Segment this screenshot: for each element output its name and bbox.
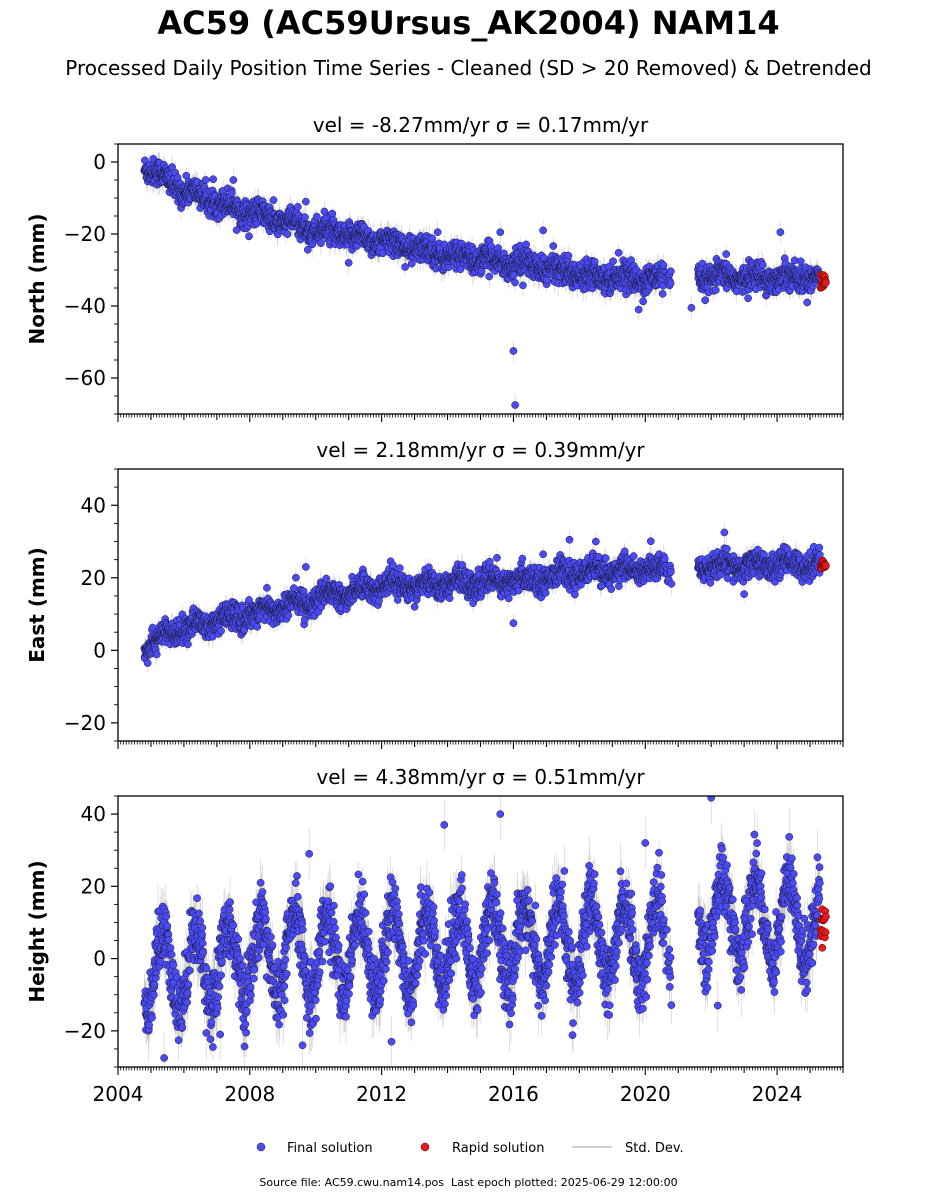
final-point	[590, 257, 599, 266]
final-point	[301, 197, 310, 206]
plot-area-0	[140, 150, 830, 414]
page-title: AC59 (AC59Ursus_AK2004) NAM14	[157, 4, 780, 42]
y-tick-label: −60	[64, 366, 106, 390]
final-point	[614, 248, 623, 257]
final-point	[312, 212, 321, 221]
final-point	[519, 281, 527, 290]
final-point	[232, 226, 241, 234]
rapid-point	[822, 278, 830, 287]
final-point	[539, 226, 547, 235]
final-point	[209, 175, 218, 184]
final-point	[320, 207, 329, 216]
final-solution-points	[140, 154, 824, 409]
final-point	[659, 261, 668, 270]
final-point	[634, 305, 643, 314]
final-point	[228, 189, 236, 197]
final-point	[744, 294, 752, 303]
final-point	[658, 289, 667, 298]
final-point	[666, 267, 675, 276]
final-point	[229, 176, 238, 184]
final-point	[433, 228, 442, 237]
final-point	[509, 347, 518, 355]
final-point	[564, 251, 573, 260]
final-point	[639, 297, 648, 306]
final-point	[496, 228, 505, 237]
final-point	[456, 265, 465, 274]
final-point	[759, 261, 767, 269]
final-point	[485, 272, 494, 281]
final-point	[428, 234, 437, 243]
page-subtitle: Processed Daily Position Time Series - C…	[65, 56, 872, 80]
final-point	[803, 298, 811, 307]
final-point	[776, 228, 785, 237]
final-point	[401, 263, 409, 271]
y-tick-label: 0	[93, 150, 106, 174]
final-point	[269, 196, 278, 204]
final-point	[511, 278, 519, 287]
final-point	[701, 296, 709, 305]
final-point	[711, 286, 720, 294]
final-point	[303, 245, 312, 254]
final-point	[201, 176, 210, 184]
y-tick-label: −40	[64, 294, 106, 318]
final-point	[293, 202, 302, 211]
final-point	[796, 257, 805, 266]
final-point	[609, 257, 617, 266]
final-point	[317, 239, 325, 248]
rapid-solution-points	[816, 270, 830, 292]
final-point	[687, 303, 696, 312]
y-tick-label: −20	[64, 222, 106, 246]
final-point	[283, 230, 292, 238]
final-point	[344, 258, 353, 267]
final-point	[407, 259, 416, 268]
final-point	[245, 232, 253, 241]
final-point	[328, 209, 337, 218]
final-point	[666, 279, 675, 288]
final-point	[722, 250, 731, 258]
final-point	[301, 213, 309, 222]
final-point	[511, 401, 519, 409]
final-point	[549, 242, 558, 250]
